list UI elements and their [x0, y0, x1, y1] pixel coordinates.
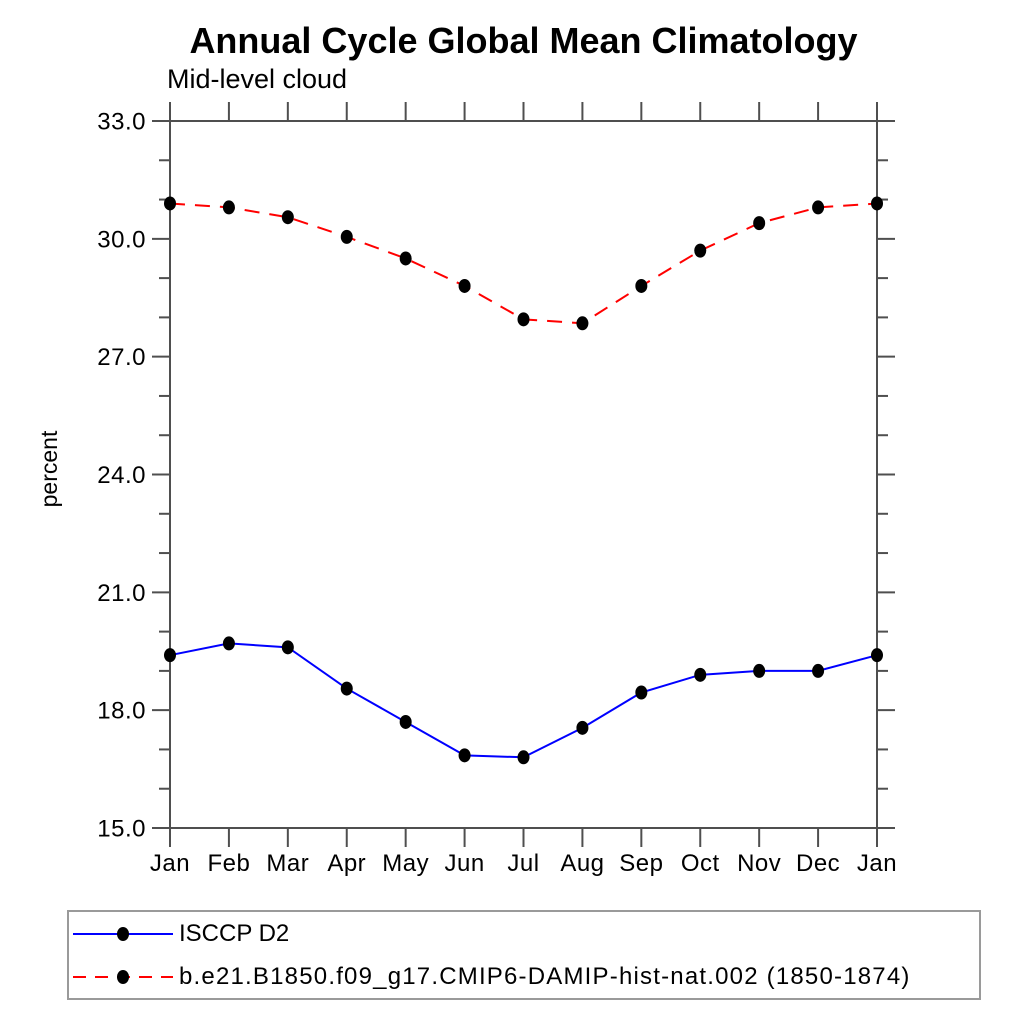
data-point-marker: [399, 714, 412, 729]
y-tick-label: 15.0: [97, 816, 146, 843]
data-point-marker: [458, 278, 471, 293]
legend-line-sample-dashed: [73, 969, 173, 984]
data-point-marker: [517, 312, 530, 327]
data-point-marker: [753, 216, 766, 231]
series-line-1: [169, 202, 878, 325]
data-point-marker: [399, 251, 412, 266]
x-tick-label: Jan: [857, 850, 897, 877]
legend: ISCCP D2 b.e21.B1850.f09_g17.CMIP6-DAMIP…: [67, 910, 981, 1000]
data-point-marker: [812, 663, 825, 678]
data-point-marker: [458, 748, 471, 763]
data-point-marker: [871, 648, 883, 663]
legend-line-sample-solid: [73, 926, 173, 941]
data-point-marker: [753, 663, 766, 678]
data-point-marker: [164, 648, 176, 663]
data-point-marker: [576, 316, 589, 331]
y-tick-label: 30.0: [97, 226, 146, 253]
chart-subtitle: Mid-level cloud: [167, 64, 348, 94]
legend-item-model: b.e21.B1850.f09_g17.CMIP6-DAMIP-hist-nat…: [69, 955, 979, 998]
x-tick-label: Feb: [207, 850, 250, 877]
data-point-marker: [340, 229, 353, 244]
data-point-marker: [340, 681, 353, 696]
y-tick-label: 27.0: [97, 344, 146, 371]
y-tick-label: 21.0: [97, 580, 146, 607]
x-tick-label: Jul: [507, 850, 539, 877]
data-point-marker: [694, 667, 707, 682]
data-point-marker: [222, 200, 235, 215]
data-point-marker: [576, 720, 589, 735]
plot-frame: [169, 120, 878, 829]
data-point-marker: [517, 750, 530, 765]
y-tick-label: 24.0: [97, 462, 146, 489]
chart-title: Annual Cycle Global Mean Climatology: [189, 20, 858, 61]
x-tick-label: Apr: [327, 850, 366, 877]
data-point-marker: [694, 243, 707, 258]
x-tick-label: Aug: [560, 850, 604, 877]
x-tick-label: May: [382, 850, 429, 877]
data-point-marker: [281, 210, 294, 225]
x-tick-label: Jun: [444, 850, 484, 877]
x-tick-label: Jan: [150, 850, 190, 877]
legend-label-model: b.e21.B1850.f09_g17.CMIP6-DAMIP-hist-nat…: [179, 962, 911, 990]
y-tick-label: 33.0: [97, 109, 146, 136]
data-point-marker: [222, 636, 235, 651]
data-point-marker: [164, 196, 176, 211]
data-point-marker: [871, 196, 883, 211]
x-tick-label: Oct: [681, 850, 720, 877]
x-tick-label: Mar: [266, 850, 309, 877]
series-line-0: [169, 642, 878, 759]
y-tick-label: 18.0: [97, 698, 146, 725]
data-point-marker: [281, 640, 294, 655]
legend-item-isccp: ISCCP D2: [69, 912, 979, 955]
data-point-marker: [635, 278, 648, 293]
legend-label-isccp: ISCCP D2: [179, 919, 290, 947]
x-tick-label: Dec: [796, 850, 840, 877]
data-point-marker: [812, 200, 825, 215]
data-point-marker: [635, 685, 648, 700]
x-tick-label: Nov: [737, 850, 781, 877]
x-tick-label: Sep: [619, 850, 663, 877]
